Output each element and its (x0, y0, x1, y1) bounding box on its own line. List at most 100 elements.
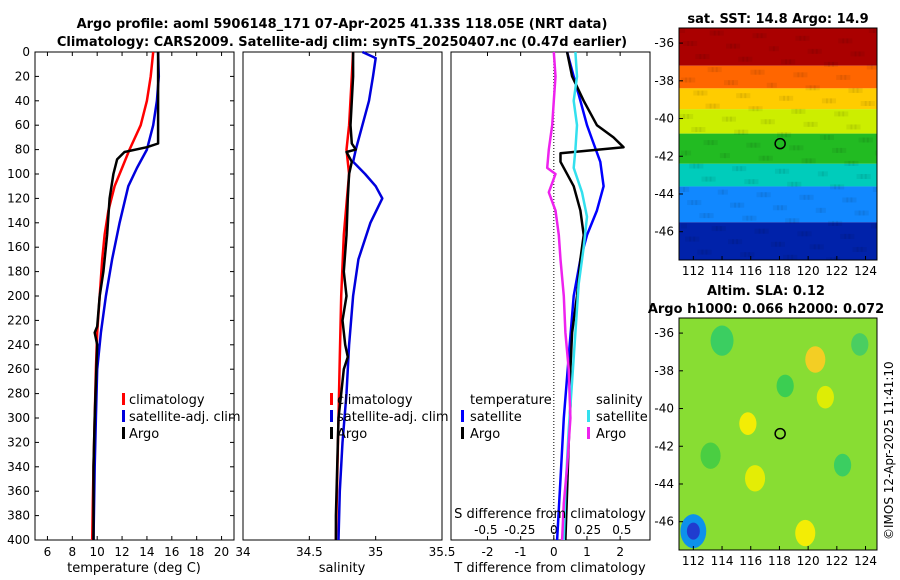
series-layer (90, 50, 625, 541)
sst-texture (727, 239, 734, 245)
series-line-satellite-adj-clim (337, 50, 384, 541)
ytick-label: 280 (7, 387, 30, 401)
sst-texture (715, 67, 722, 73)
legend-title-salinity: salinity (596, 393, 643, 408)
sst-texture (805, 158, 812, 164)
sst-texture (872, 28, 877, 33)
sst-texture (817, 171, 824, 177)
legend-label-climatology: climatology (129, 393, 205, 408)
sst-texture (705, 249, 712, 255)
map-xtick-label: 122 (825, 554, 848, 568)
sst-texture (697, 90, 704, 96)
sst-texture (807, 121, 814, 127)
sst-texture (736, 239, 743, 245)
sst-texture (705, 103, 712, 109)
sst-texture (858, 137, 865, 143)
sst-texture (797, 72, 804, 78)
sst-texture (793, 218, 800, 224)
ytick-label: 60 (15, 118, 30, 132)
sst-texture (746, 56, 753, 62)
map-xtick-label: 118 (768, 264, 791, 278)
sst-texture (691, 200, 698, 206)
sst-texture (803, 35, 810, 41)
map-xtick-label: 124 (854, 264, 877, 278)
sst-texture (703, 54, 710, 60)
ytick-label: 240 (7, 338, 30, 352)
sst-texture (805, 231, 812, 237)
difference-plot-frame (450, 51, 651, 541)
sst-texture (797, 231, 804, 237)
sst-texture (801, 231, 808, 237)
sst-texture (779, 95, 786, 101)
sst-texture (679, 187, 685, 193)
sst-texture (836, 74, 843, 80)
sst-texture (809, 158, 816, 164)
map-xtick-label: 114 (711, 554, 734, 568)
sst-texture (740, 252, 747, 258)
sst-texture (707, 67, 714, 73)
sla-map-frame (678, 317, 878, 551)
sst-texture (846, 38, 853, 44)
sst-texture (852, 87, 859, 93)
sst-texture (683, 114, 690, 120)
sst-texture (838, 184, 845, 190)
sst-texture (860, 246, 867, 252)
sst-texture (689, 77, 696, 83)
sst-texture (832, 220, 839, 226)
sst-texture (721, 189, 728, 195)
sst-texture (842, 197, 849, 203)
sst-texture (813, 244, 820, 250)
sla-anomaly (776, 374, 794, 398)
sst-texture (789, 59, 796, 65)
sst-texture (685, 77, 692, 83)
xtick-label: 35.5 (429, 545, 456, 559)
s-xtick-label: 0.5 (612, 523, 631, 537)
sst-texture (819, 134, 826, 140)
series-line-temperature-satellite (555, 51, 605, 541)
xtick-label: 0 (550, 545, 558, 559)
legend-label-s-argo: Argo (596, 427, 626, 442)
sst-texture (695, 200, 702, 206)
sst-texture (795, 35, 802, 41)
sst-texture (823, 134, 830, 140)
sst-texture (736, 166, 743, 172)
sst-texture (842, 38, 849, 44)
sst-map-title: sat. SST: 14.8 Argo: 14.9 (687, 12, 868, 27)
sst-texture (744, 179, 751, 185)
sst-texture (734, 43, 741, 49)
sst-texture (848, 233, 855, 239)
ytick-label: 360 (7, 484, 30, 498)
sst-texture (687, 200, 694, 206)
sst-texture (844, 74, 851, 80)
sst-texture (723, 153, 730, 159)
legend-label-argo: Argo (337, 427, 367, 442)
map-xtick-label: 122 (825, 264, 848, 278)
sst-texture (699, 127, 706, 133)
sst-texture (787, 254, 794, 260)
sst-texture (852, 160, 859, 166)
sst-texture (748, 106, 755, 112)
xtick-label: -2 (481, 545, 493, 559)
sst-texture (709, 103, 716, 109)
sst-texture (830, 257, 837, 260)
sst-texture (772, 46, 779, 52)
sst-texture (721, 116, 728, 122)
sst-texture (789, 218, 796, 224)
sla-map-title: Altim. SLA: 0.12 (707, 284, 825, 299)
sst-texture (832, 61, 839, 67)
sst-texture (750, 69, 757, 75)
sst-texture (809, 85, 816, 91)
sst-texture (817, 244, 824, 250)
sla-anomaly (851, 333, 869, 356)
sst-texture (874, 150, 877, 156)
ytick-label: 100 (7, 167, 30, 181)
sst-texture (834, 111, 841, 117)
sst-texture (783, 95, 790, 101)
sst-texture (815, 48, 822, 54)
sst-texture (703, 140, 710, 146)
sst-texture (776, 205, 783, 211)
difference-s-xlabel: S difference from climatology (454, 507, 646, 522)
sst-texture (766, 155, 773, 161)
sst-texture (795, 181, 802, 187)
sst-texture (801, 72, 808, 78)
